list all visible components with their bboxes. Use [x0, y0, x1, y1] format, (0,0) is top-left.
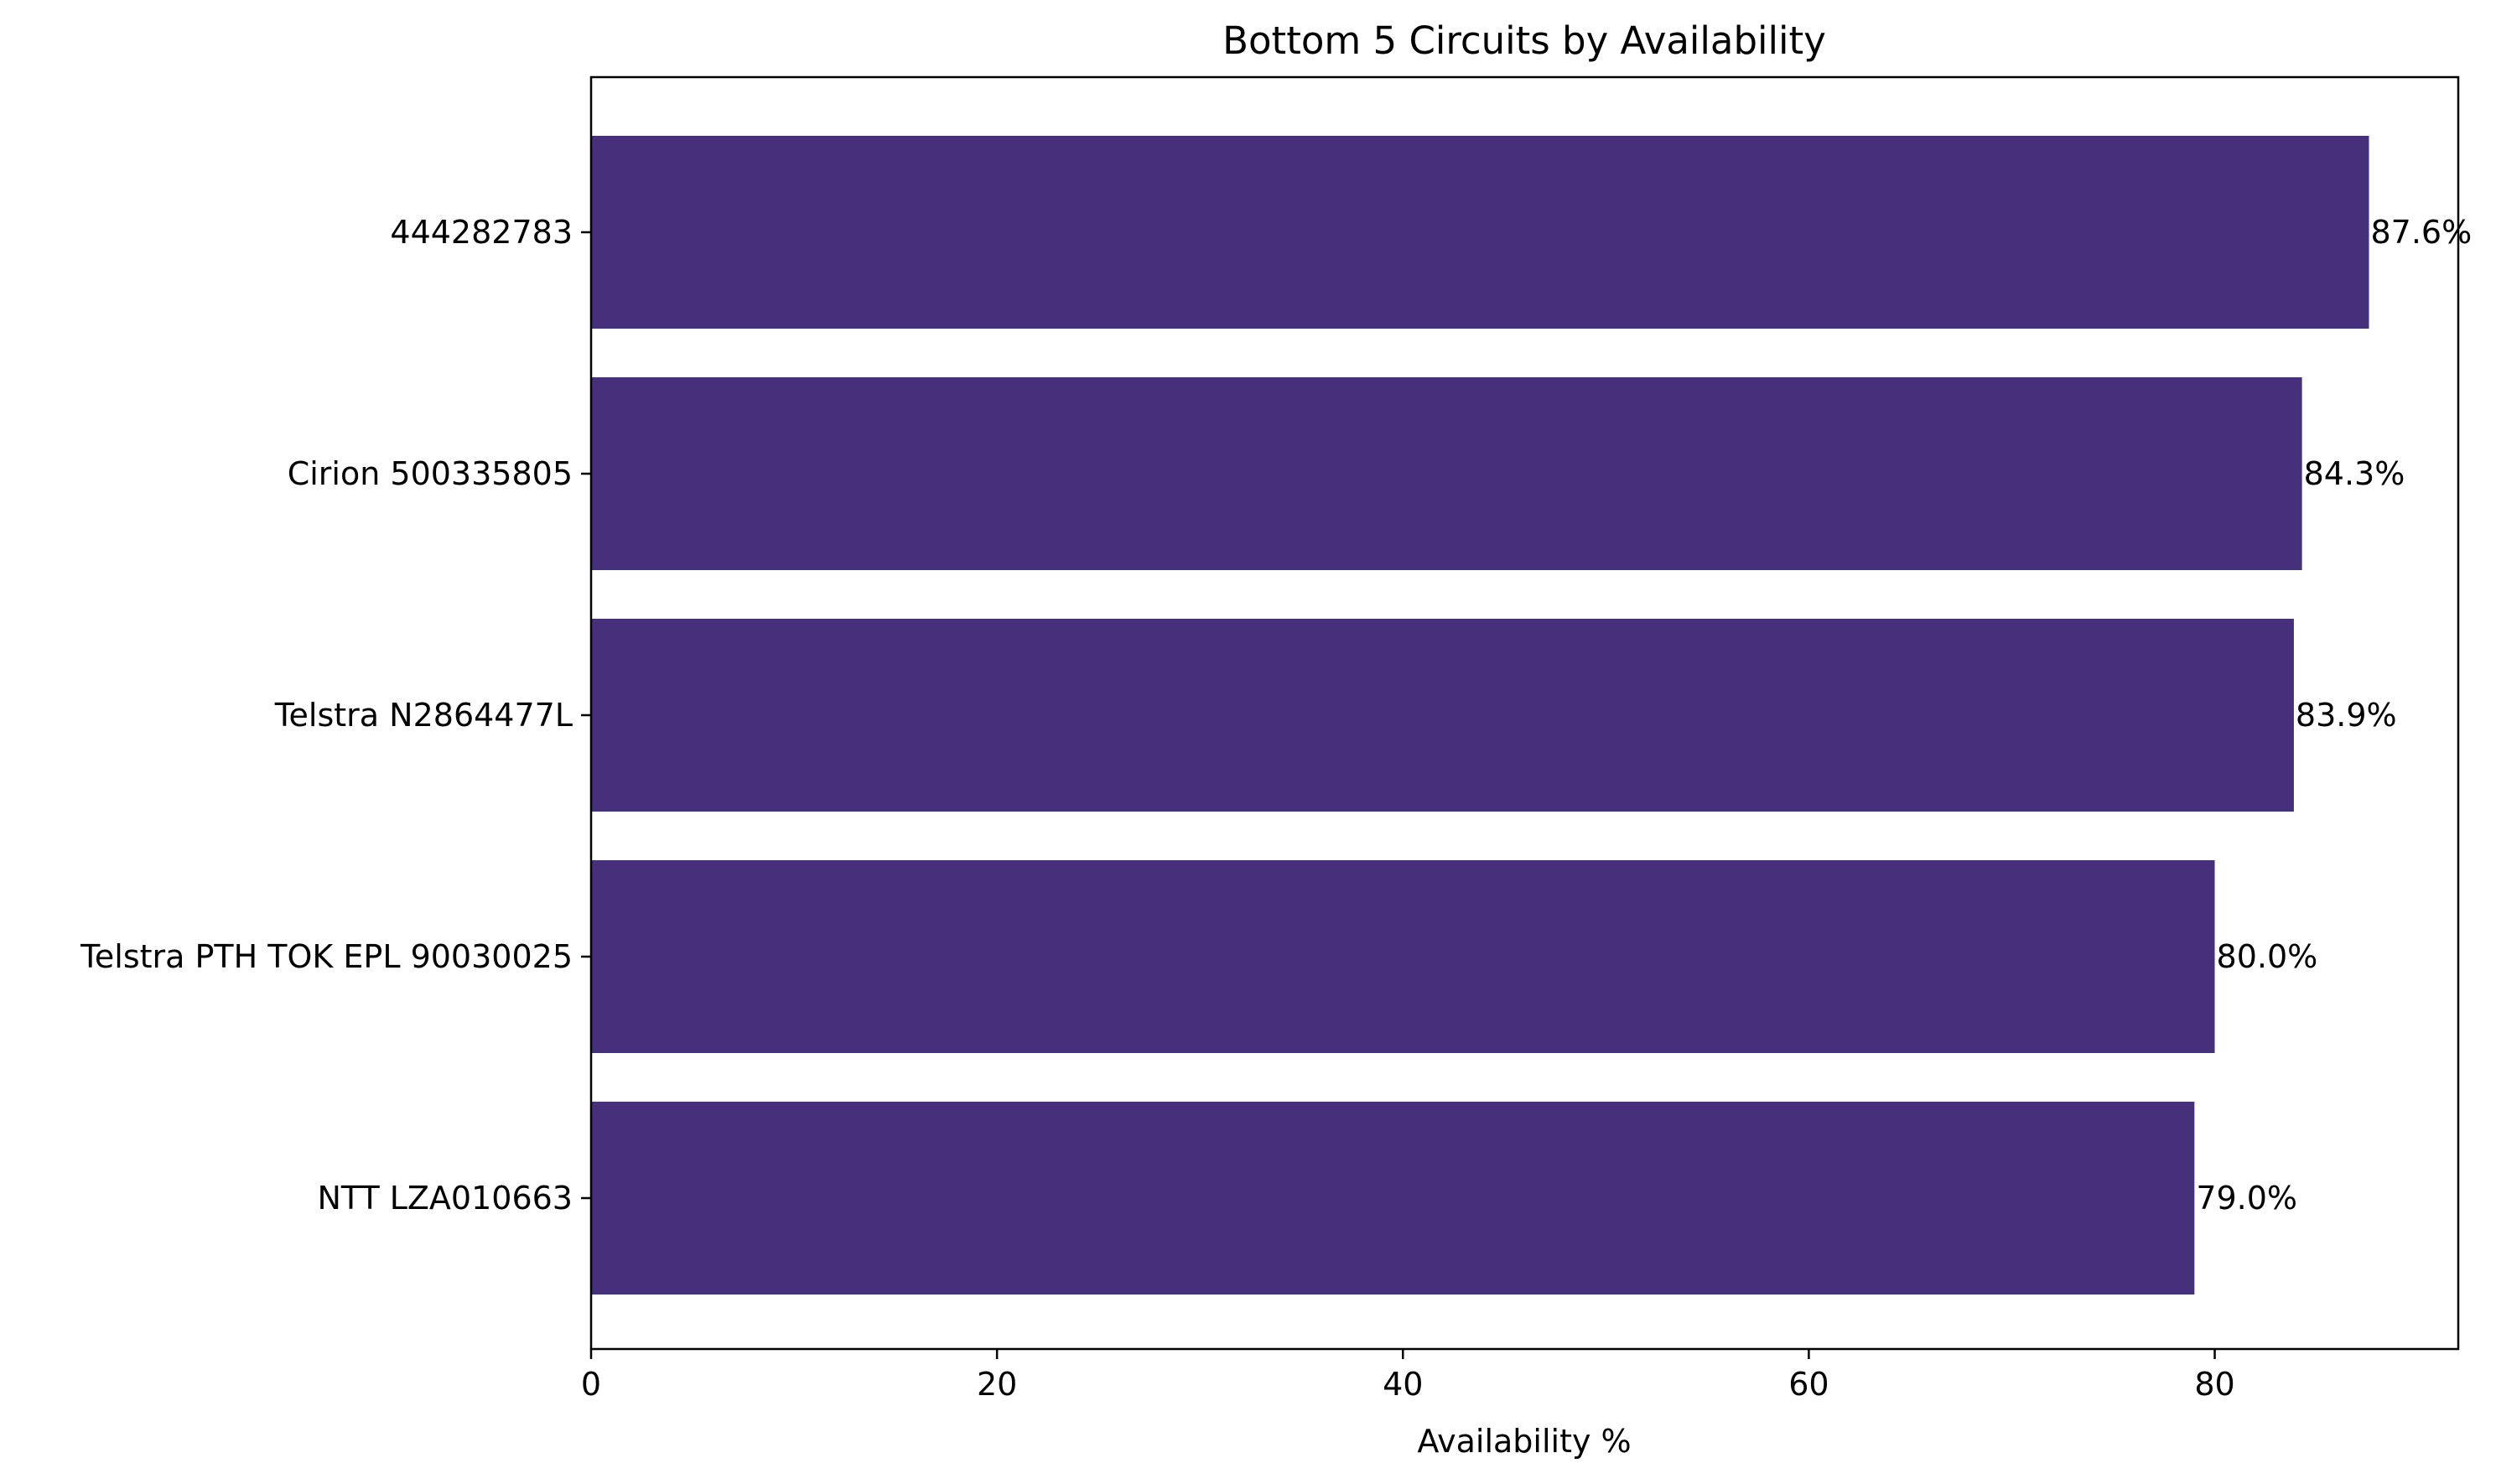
bar-value-label: 80.0%: [2217, 938, 2318, 975]
bar: [591, 1102, 2195, 1295]
x-axis: 0 20 40 60 80: [581, 1349, 2235, 1403]
x-tick-label: 20: [977, 1366, 1017, 1403]
bar: [591, 136, 2369, 329]
bar-value-label: 84.3%: [2304, 455, 2405, 492]
x-axis-label: Availability %: [1417, 1423, 1631, 1460]
x-tick-label: 0: [581, 1366, 601, 1403]
y-tick-label: NTT LZA010663: [317, 1180, 573, 1217]
x-tick-label: 40: [1383, 1366, 1423, 1403]
y-tick-label: Telstra N2864477L: [274, 697, 573, 734]
y-tick-label: Cirion 500335805: [288, 455, 573, 492]
x-tick-label: 60: [1788, 1366, 1829, 1403]
bar-value-label: 83.9%: [2296, 697, 2397, 734]
y-tick-label: Telstra PTH TOK EPL 90030025: [80, 938, 573, 975]
value-labels-layer: 87.6% 84.3% 83.9% 80.0% 79.0%: [2196, 214, 2472, 1217]
bar: [591, 860, 2215, 1053]
bar-value-label: 87.6%: [2370, 214, 2472, 251]
bar-value-label: 79.0%: [2196, 1180, 2297, 1217]
y-axis: 444282783 Cirion 500335805 Telstra N286447…: [80, 214, 591, 1217]
chart-title: Bottom 5 Circuits by Availability: [1222, 18, 1826, 63]
bars-layer: [591, 136, 2369, 1295]
bar: [591, 377, 2302, 570]
y-tick-label: 444282783: [390, 214, 573, 251]
x-tick-label: 80: [2194, 1366, 2234, 1403]
bar: [591, 619, 2294, 812]
plot-frame: [589, 75, 2460, 1351]
